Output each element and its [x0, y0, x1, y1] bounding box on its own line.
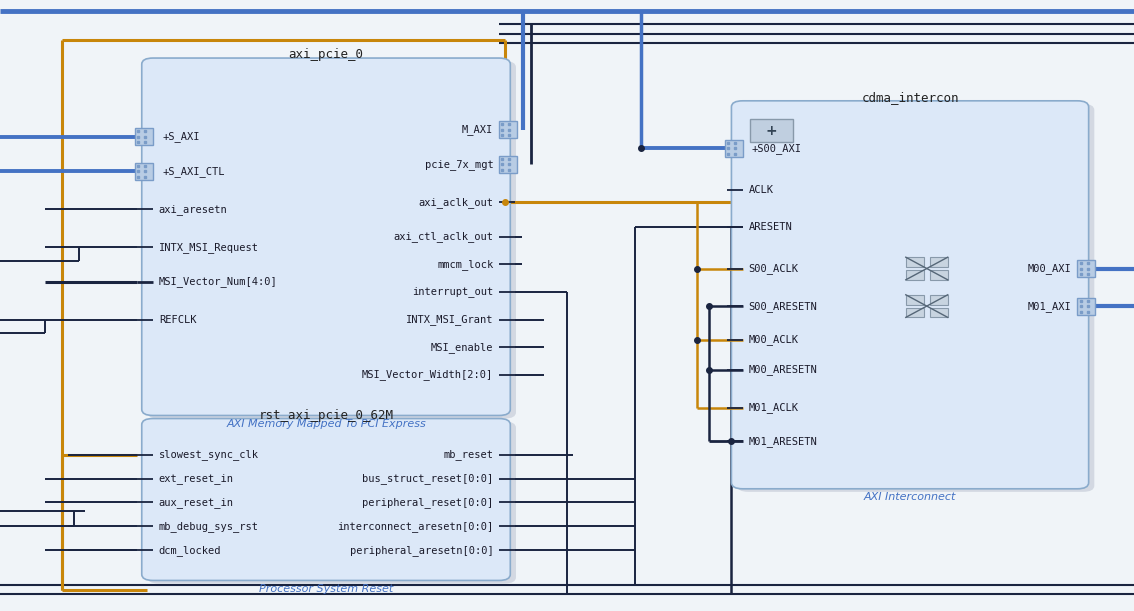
Text: M01_ARESETN: M01_ARESETN: [748, 436, 818, 447]
Text: +S00_AXI: +S00_AXI: [752, 143, 802, 154]
Text: INTX_MSI_Request: INTX_MSI_Request: [159, 242, 259, 252]
FancyBboxPatch shape: [731, 101, 1089, 489]
Text: S00_ARESETN: S00_ARESETN: [748, 301, 818, 312]
Bar: [499, 156, 517, 173]
Text: rst_axi_pcie_0_62M: rst_axi_pcie_0_62M: [259, 409, 393, 422]
Text: +S_AXI: +S_AXI: [162, 131, 200, 142]
Bar: [1077, 260, 1095, 277]
Bar: [930, 257, 948, 267]
Text: MSI_Vector_Width[2:0]: MSI_Vector_Width[2:0]: [362, 370, 493, 380]
Text: ext_reset_in: ext_reset_in: [159, 473, 234, 484]
Text: AXI Memory Mapped To PCI Express: AXI Memory Mapped To PCI Express: [226, 419, 426, 428]
Text: cdma_intercon: cdma_intercon: [862, 91, 958, 104]
Bar: [906, 257, 924, 267]
Bar: [930, 307, 948, 317]
Text: interrupt_out: interrupt_out: [412, 287, 493, 298]
Text: MSI_Vector_Num[4:0]: MSI_Vector_Num[4:0]: [159, 276, 278, 287]
Text: INTX_MSI_Grant: INTX_MSI_Grant: [406, 314, 493, 325]
Bar: [1077, 298, 1095, 315]
Text: +S_AXI_CTL: +S_AXI_CTL: [162, 166, 225, 177]
Text: M01_ACLK: M01_ACLK: [748, 402, 798, 413]
Text: M01_AXI: M01_AXI: [1027, 301, 1072, 312]
Bar: [499, 121, 517, 138]
Text: AXI Interconnect: AXI Interconnect: [864, 492, 956, 502]
Bar: [930, 270, 948, 280]
Text: ARESETN: ARESETN: [748, 222, 793, 232]
Text: axi_pcie_0: axi_pcie_0: [288, 48, 364, 61]
Bar: [135, 128, 153, 145]
Text: M00_ARESETN: M00_ARESETN: [748, 365, 818, 375]
Bar: [906, 307, 924, 317]
Text: S00_ACLK: S00_ACLK: [748, 263, 798, 274]
Text: Processor System Reset: Processor System Reset: [259, 584, 393, 593]
Text: aux_reset_in: aux_reset_in: [159, 497, 234, 508]
Text: ACLK: ACLK: [748, 185, 773, 194]
Text: bus_struct_reset[0:0]: bus_struct_reset[0:0]: [362, 473, 493, 484]
Bar: [930, 295, 948, 304]
Text: M00_AXI: M00_AXI: [1027, 263, 1072, 274]
Text: mmcm_lock: mmcm_lock: [437, 259, 493, 270]
Bar: [135, 163, 153, 180]
Text: interconnect_aresetn[0:0]: interconnect_aresetn[0:0]: [337, 521, 493, 532]
Text: peripheral_reset[0:0]: peripheral_reset[0:0]: [362, 497, 493, 508]
Bar: [906, 295, 924, 304]
Text: axi_aresetn: axi_aresetn: [159, 203, 228, 214]
Text: REFCLK: REFCLK: [159, 315, 196, 324]
FancyBboxPatch shape: [142, 58, 510, 415]
FancyBboxPatch shape: [147, 422, 516, 584]
Text: peripheral_aresetn[0:0]: peripheral_aresetn[0:0]: [349, 545, 493, 556]
Text: MSI_enable: MSI_enable: [431, 342, 493, 353]
Text: M_AXI: M_AXI: [462, 124, 493, 135]
FancyBboxPatch shape: [142, 419, 510, 580]
Text: axi_ctl_aclk_out: axi_ctl_aclk_out: [393, 232, 493, 242]
Bar: [906, 270, 924, 280]
Text: +: +: [765, 124, 777, 137]
Text: pcie_7x_mgt: pcie_7x_mgt: [424, 159, 493, 170]
FancyBboxPatch shape: [737, 104, 1094, 492]
Bar: [725, 140, 743, 157]
Text: mb_reset: mb_reset: [443, 449, 493, 460]
Text: dcm_locked: dcm_locked: [159, 545, 221, 556]
Text: slowest_sync_clk: slowest_sync_clk: [159, 449, 259, 460]
FancyBboxPatch shape: [147, 61, 516, 419]
Bar: [750, 119, 793, 142]
Text: axi_aclk_out: axi_aclk_out: [418, 197, 493, 208]
Text: M00_ACLK: M00_ACLK: [748, 334, 798, 345]
Text: mb_debug_sys_rst: mb_debug_sys_rst: [159, 521, 259, 532]
